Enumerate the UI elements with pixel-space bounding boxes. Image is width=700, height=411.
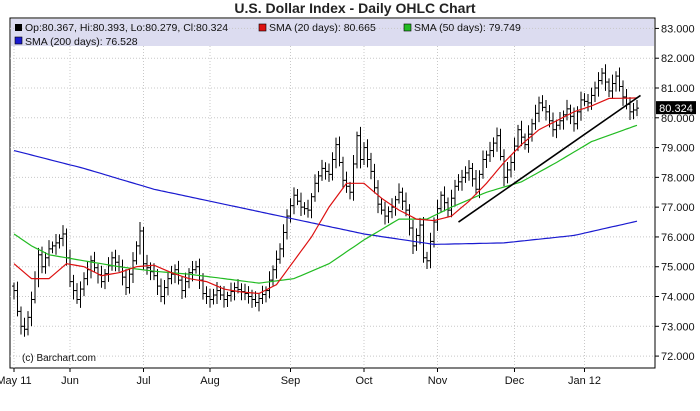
legend-swatch-sma20	[258, 23, 267, 32]
last-close-value: 80.324	[659, 103, 693, 115]
x-tick-label: Aug	[200, 375, 220, 387]
x-tick-label: Sep	[281, 375, 301, 387]
legend-swatch-sma50	[403, 23, 412, 32]
legend-band	[11, 19, 654, 46]
y-tick-label: 80.000	[661, 113, 695, 125]
trendline	[458, 94, 641, 223]
sma-200-line	[13, 150, 638, 246]
x-tick-label: Jul	[136, 375, 150, 387]
sma-50-line	[13, 124, 638, 284]
chart-title: U.S. Dollar Index - Daily OHLC Chart	[234, 0, 475, 16]
x-tick-label: Nov	[428, 375, 448, 387]
grid	[10, 27, 655, 368]
x-tick-label: Jun	[61, 375, 79, 387]
x-tick-label: Dec	[505, 375, 525, 387]
y-tick-label: 82.000	[661, 53, 695, 65]
ohlc-bar	[635, 100, 639, 117]
x-axis: May 11 Jun Jul Aug Sep Oct Nov Dec Jan 12	[0, 368, 601, 387]
y-tick-label: 83.000	[661, 23, 695, 35]
legend-sma200-label: SMA (200 days): 76.528	[25, 36, 138, 48]
sma-20-line	[13, 97, 637, 295]
plot-background	[9, 17, 656, 369]
y-tick-label: 73.000	[661, 321, 695, 333]
y-tick-label: 78.000	[661, 172, 695, 184]
y-axis: 83.000 82.000 81.000 80.000 79.000 78.000 77.0…	[655, 23, 695, 363]
legend-sma20-label: SMA (20 days): 80.665	[269, 22, 376, 34]
y-tick-label: 77.000	[661, 202, 695, 214]
y-tick-label: 74.000	[661, 292, 695, 304]
ohlc-bars	[12, 64, 639, 337]
x-tick-label: Oct	[355, 375, 372, 387]
last-close-marker: 80.324	[656, 101, 696, 115]
legend: Op:80.367, Hi:80.393, Lo:80.279, Cl:80.3…	[14, 22, 521, 48]
y-tick-label: 75.000	[661, 262, 695, 274]
y-tick-label: 81.000	[661, 83, 695, 95]
legend-sma50-label: SMA (50 days): 79.749	[414, 22, 521, 34]
legend-swatch-sma200	[14, 36, 23, 45]
y-tick-label: 72.000	[661, 351, 695, 363]
y-tick-label: 79.000	[661, 143, 695, 155]
legend-swatch-ohlc	[15, 24, 22, 31]
x-tick-label: May 11	[0, 375, 32, 387]
legend-ohlc-label: Op:80.367, Hi:80.393, Lo:80.279, Cl:80.3…	[25, 22, 228, 34]
y-tick-label: 76.000	[661, 232, 695, 244]
last-close-box	[656, 101, 696, 115]
x-tick-label: Jan 12	[568, 375, 601, 387]
chart-credit: (c) Barchart.com	[22, 353, 96, 364]
